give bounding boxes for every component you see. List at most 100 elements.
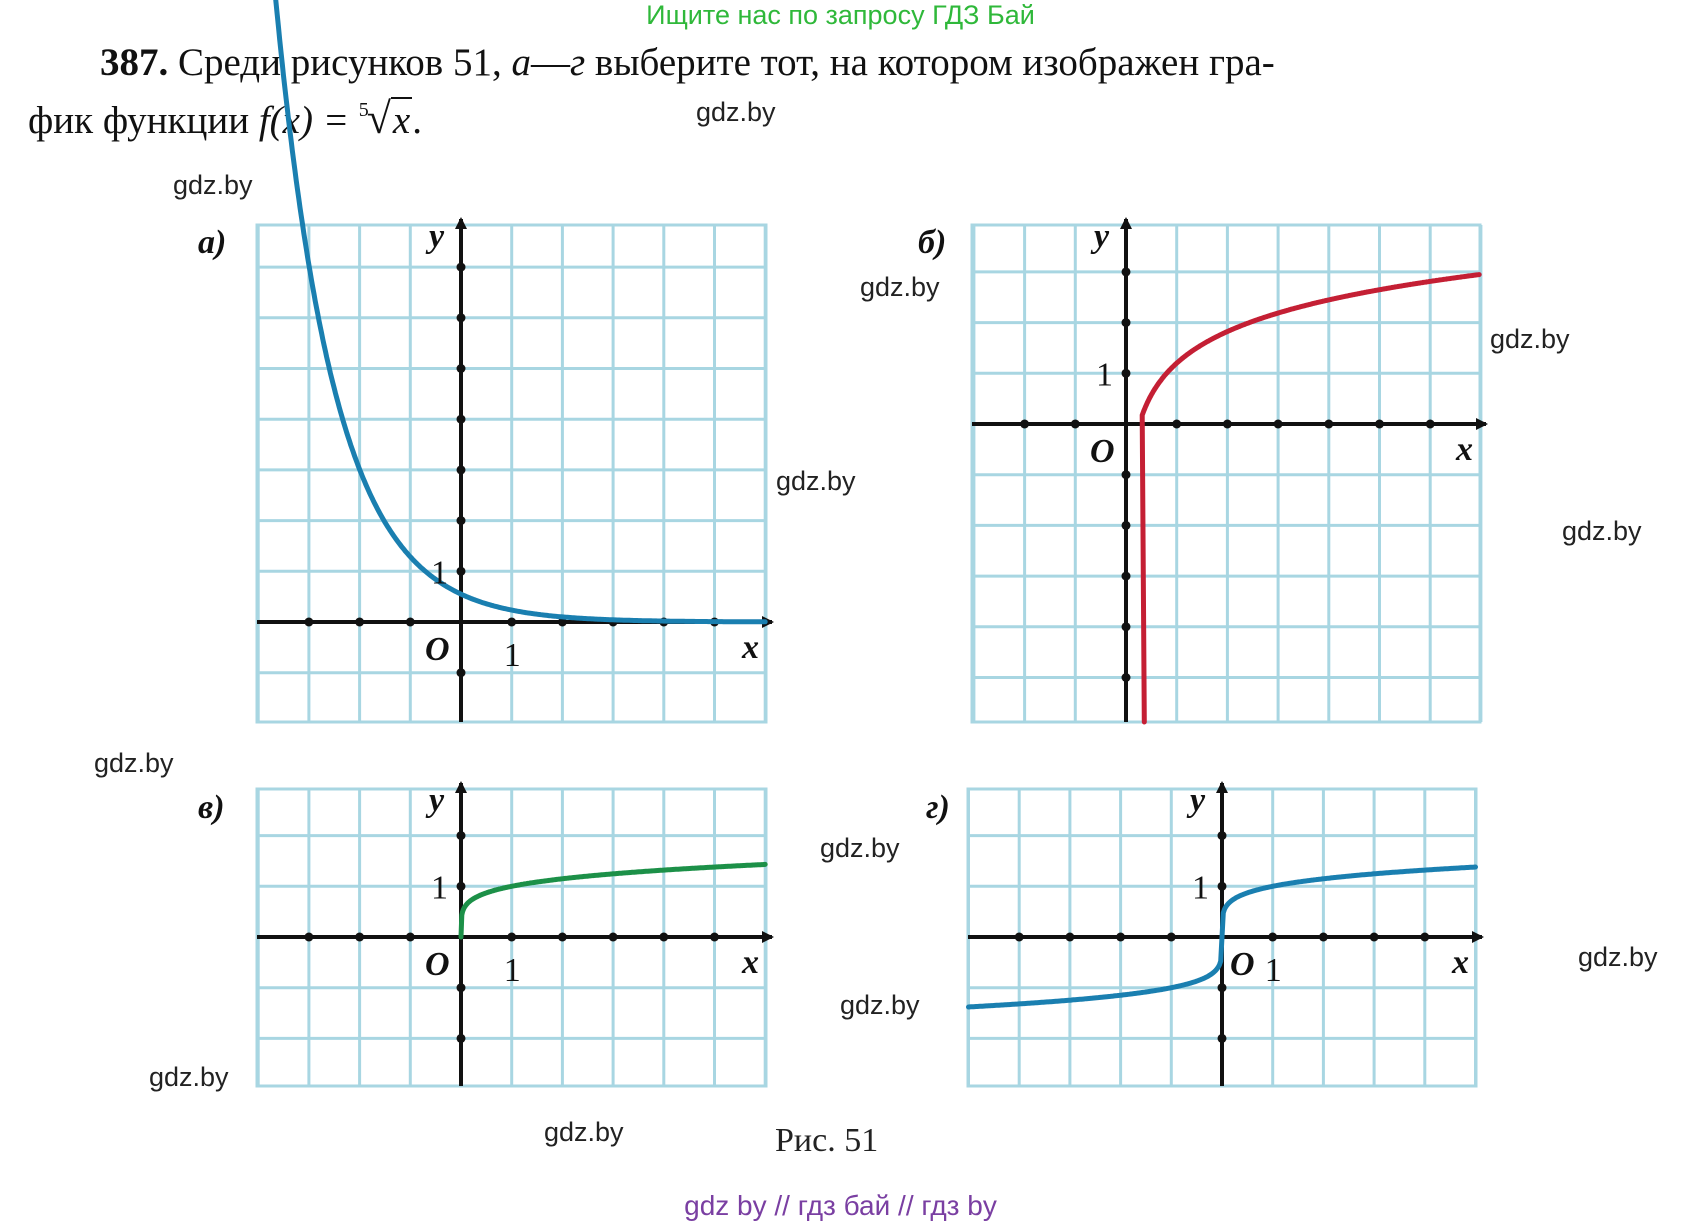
- x-axis-label: x: [741, 944, 759, 981]
- y-tick-dot: [456, 516, 466, 526]
- y-tick-dot: [456, 262, 466, 272]
- problem-text-2: фик функции: [28, 99, 259, 142]
- problem-text-1b: выберите тот, на котором изображен гра-: [585, 41, 1275, 84]
- function-curve: [1139, 272, 1482, 725]
- formula-lhs: f(x) =: [258, 99, 359, 142]
- problem-text-1a: Среди рисунков 51,: [178, 41, 512, 84]
- x-tick-dot: [557, 932, 567, 942]
- x-tick-dot: [1065, 932, 1075, 942]
- problem-number: 387.: [100, 41, 169, 84]
- watermark: gdz.by: [776, 466, 856, 496]
- y-unit-label: 1: [431, 869, 448, 906]
- origin-label: O: [425, 631, 450, 668]
- x-tick-dot: [1268, 932, 1278, 942]
- y-tick-dot: [1121, 571, 1131, 581]
- range-start: а: [511, 41, 531, 84]
- watermark: gdz.by: [820, 833, 900, 863]
- y-tick-dot: [1217, 983, 1227, 993]
- x-tick-dot: [1420, 932, 1430, 942]
- y-tick-dot: [1121, 520, 1131, 530]
- x-tick-dot: [1172, 419, 1182, 429]
- watermark: gdz.by: [860, 272, 940, 302]
- origin-label: O: [1230, 946, 1255, 983]
- x-tick-dot: [1369, 932, 1379, 942]
- x-axis-label: x: [1455, 431, 1473, 468]
- x-tick-dot: [405, 932, 415, 942]
- x-unit-label: 1: [1265, 952, 1282, 989]
- y-tick-dot: [1217, 1033, 1227, 1043]
- x-tick-dot: [507, 617, 517, 627]
- watermark: gdz.by: [1490, 324, 1570, 354]
- watermark: gdz.by: [696, 97, 776, 127]
- x-unit-label: 1: [504, 952, 521, 989]
- x-tick-dot: [1222, 419, 1232, 429]
- fifth-root-formula: 5√x: [358, 93, 413, 144]
- formula-period: .: [412, 99, 422, 142]
- range-end: г: [569, 41, 586, 84]
- figure-caption: Рис. 51: [775, 1122, 879, 1159]
- watermark: gdz.by: [544, 1117, 624, 1147]
- x-tick-dot: [507, 932, 517, 942]
- x-axis-label: x: [1451, 944, 1469, 981]
- y-tick-dot: [456, 668, 466, 678]
- y-unit-label: 1: [431, 554, 448, 591]
- watermark: gdz.by: [840, 990, 920, 1020]
- graph-panel: а) y x O 1 1: [198, 0, 774, 724]
- panel-label: б): [918, 224, 946, 261]
- problem-statement: 387. Среди рисунков 51, а—г выберите тот…: [28, 40, 1668, 144]
- watermark: gdz.by: [1578, 942, 1658, 972]
- footer-links: gdz by // гдз бай // гдз by: [684, 1190, 997, 1221]
- panel-label: в): [198, 789, 225, 826]
- y-axis-label: y: [1090, 218, 1110, 255]
- y-tick-dot: [456, 566, 466, 576]
- root-index: 5: [358, 99, 369, 121]
- y-tick-dot: [456, 831, 466, 841]
- x-tick-dot: [304, 932, 314, 942]
- origin-label: O: [1090, 433, 1115, 470]
- grid-border: [255, 223, 768, 724]
- graph-panel: в) y x O 1 1: [198, 781, 774, 1088]
- y-tick-dot: [1217, 831, 1227, 841]
- x-tick-dot: [355, 932, 365, 942]
- x-tick-dot: [1425, 419, 1435, 429]
- x-tick-dot: [659, 932, 669, 942]
- radicand: x: [390, 97, 413, 142]
- y-axis-label: y: [425, 218, 445, 255]
- y-unit-label: 1: [1096, 356, 1113, 393]
- y-unit-label: 1: [1192, 869, 1209, 906]
- graph-panel: б) y x O 1: [918, 217, 1488, 725]
- y-tick-dot: [1121, 470, 1131, 480]
- x-tick-dot: [1070, 419, 1080, 429]
- x-tick-dot: [1324, 419, 1334, 429]
- grid-border: [970, 223, 1482, 724]
- x-tick-dot: [557, 617, 567, 627]
- function-curve: [458, 861, 768, 940]
- y-tick-dot: [1121, 673, 1131, 682]
- y-axis-label: y: [1186, 782, 1206, 819]
- grid: [972, 225, 1483, 722]
- x-tick-dot: [1020, 419, 1030, 429]
- x-tick-dot: [304, 617, 314, 627]
- y-tick-dot: [456, 313, 466, 323]
- radical-sign: √: [366, 94, 391, 143]
- x-tick-dot: [608, 932, 618, 942]
- y-tick-dot: [456, 364, 466, 373]
- y-tick-dot: [456, 881, 466, 891]
- function-curve: [273, 0, 768, 625]
- watermark: gdz.by: [1562, 516, 1642, 546]
- watermark: gdz.by: [149, 1062, 229, 1092]
- function-curve: [966, 864, 1478, 1010]
- y-tick-dot: [1121, 267, 1131, 277]
- x-tick-dot: [1273, 419, 1283, 429]
- watermark: gdz.by: [173, 170, 253, 200]
- x-unit-label: 1: [504, 637, 521, 674]
- x-tick-dot: [1116, 932, 1126, 942]
- y-tick-dot: [456, 414, 466, 424]
- x-tick-dot: [1318, 932, 1328, 942]
- x-tick-dot: [1014, 932, 1024, 942]
- origin-label: O: [425, 946, 450, 983]
- x-tick-dot: [405, 617, 415, 627]
- graph-panel: г) yxO 11: [926, 781, 1484, 1088]
- y-tick-dot: [1121, 622, 1131, 632]
